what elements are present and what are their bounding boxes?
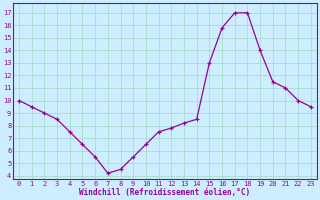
X-axis label: Windchill (Refroidissement éolien,°C): Windchill (Refroidissement éolien,°C) — [79, 188, 251, 197]
